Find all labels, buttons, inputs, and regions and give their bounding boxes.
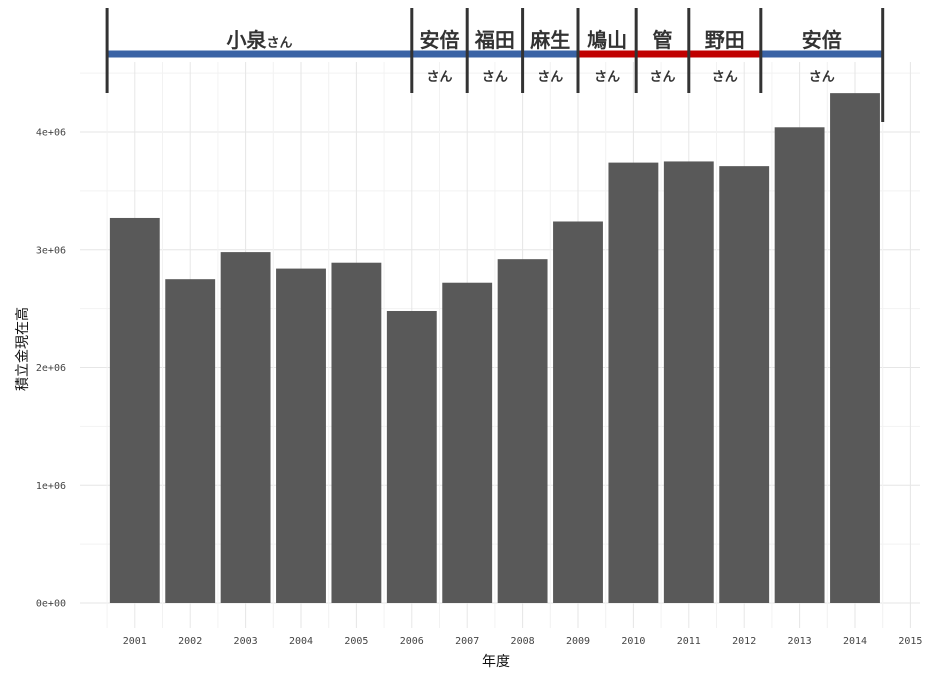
- x-tick-label: 2005: [344, 636, 368, 647]
- y-tick-label: 4e+06: [36, 128, 66, 139]
- bars: [109, 93, 880, 604]
- x-tick-label: 2011: [677, 636, 701, 647]
- bar: [663, 161, 714, 603]
- x-tick-label: 2012: [732, 636, 756, 647]
- pm-name: 福田: [474, 28, 515, 52]
- pm-suffix: さん: [809, 70, 835, 85]
- pm-name: 野田: [705, 28, 745, 52]
- x-tick-label: 2002: [178, 636, 202, 647]
- x-tick-label: 2013: [788, 636, 812, 647]
- pm-suffix: さん: [649, 70, 675, 85]
- x-tick-label: 2004: [289, 636, 313, 647]
- bar: [774, 127, 825, 603]
- x-tick-label: 2010: [621, 636, 645, 647]
- bar: [386, 310, 437, 603]
- pm-suffix: さん: [712, 70, 738, 85]
- pm-name: 安倍: [420, 28, 460, 52]
- pm-suffix: さん: [426, 70, 452, 85]
- x-tick-label: 2015: [898, 636, 922, 647]
- bar: [830, 93, 880, 603]
- pm-suffix: さん: [594, 70, 620, 85]
- x-tick-label: 2001: [123, 636, 147, 647]
- pm-name: 小泉: [226, 28, 267, 52]
- pm-suffix: さん: [266, 36, 292, 51]
- x-tick-label: 2007: [455, 636, 479, 647]
- y-tick-label: 0e+00: [36, 599, 66, 610]
- bar: [608, 162, 659, 604]
- x-axis-title: 年度: [482, 654, 510, 670]
- bar: [220, 252, 271, 604]
- pm-label: 小泉さん: [226, 28, 292, 52]
- pm-suffix: さん: [482, 70, 508, 85]
- y-tick-label: 1e+06: [36, 481, 66, 492]
- x-tick-label: 2009: [566, 636, 590, 647]
- x-axis-ticks: 2001 2002 2003 2004 2005 2006 2007 2008 2009 2010…: [123, 636, 923, 647]
- x-tick-label: 2014: [843, 636, 867, 647]
- y-axis-ticks: 0e+00 1e+06 2e+06 3e+06 4e+06: [36, 128, 66, 610]
- bar: [331, 262, 382, 603]
- pm-suffix: さん: [537, 70, 563, 85]
- y-axis-title: 積立金現在高: [14, 307, 31, 391]
- bar: [276, 268, 326, 603]
- bar: [553, 221, 603, 604]
- bar: [497, 259, 548, 603]
- pm-name: 麻生: [529, 28, 570, 52]
- pm-name: 鳩山: [587, 28, 627, 52]
- y-tick-label: 3e+06: [36, 245, 66, 256]
- bar: [719, 166, 770, 603]
- bar: [165, 279, 216, 603]
- pm-name: 管: [652, 28, 672, 52]
- bar: [442, 282, 493, 603]
- y-tick-label: 2e+06: [36, 363, 66, 374]
- x-tick-label: 2003: [234, 636, 258, 647]
- pm-name: 安倍: [802, 28, 842, 52]
- bar: [109, 217, 160, 603]
- x-tick-label: 2008: [511, 636, 535, 647]
- x-tick-label: 2006: [400, 636, 424, 647]
